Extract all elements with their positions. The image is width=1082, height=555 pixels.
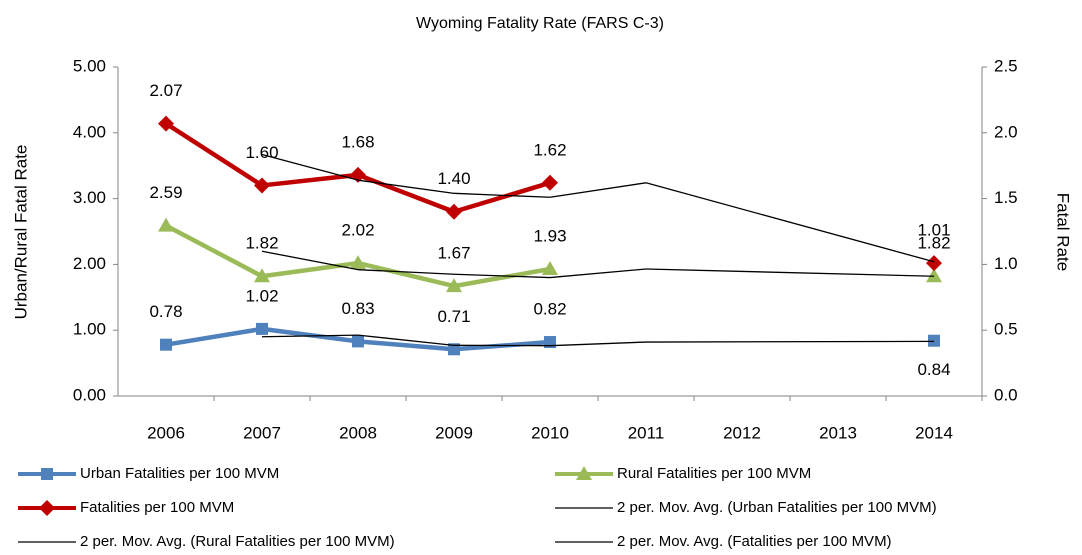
y2-tick-label: 1.5 xyxy=(994,188,1018,207)
marker xyxy=(254,177,270,194)
x-tick-label: 2011 xyxy=(628,423,665,442)
moving-average xyxy=(549,182,647,198)
marker xyxy=(256,322,268,335)
x-tick-label: 2009 xyxy=(435,423,473,442)
x-tick-label: 2012 xyxy=(723,423,761,442)
marker xyxy=(542,261,558,276)
data-label: 1.02 xyxy=(245,286,278,305)
legend-label: 2 per. Mov. Avg. (Rural Fatalities per 1… xyxy=(80,533,395,550)
x-tick-label: 2008 xyxy=(339,423,377,442)
moving-average xyxy=(357,269,455,275)
data-label: 0.71 xyxy=(437,307,470,326)
data-label: 2.02 xyxy=(341,221,374,240)
moving-average xyxy=(261,250,359,271)
marker xyxy=(928,334,940,347)
y2-tick-label: 2.5 xyxy=(994,56,1018,75)
y2-tick-label: 0.5 xyxy=(994,320,1018,339)
y2-tick-label: 0.0 xyxy=(994,385,1018,404)
data-label: 1.62 xyxy=(533,140,566,159)
data-label: 0.78 xyxy=(149,302,182,321)
y-tick-label: 3.00 xyxy=(73,188,106,207)
marker xyxy=(158,217,174,232)
marker xyxy=(542,174,558,191)
marker xyxy=(446,203,462,220)
data-label: 2.07 xyxy=(149,81,182,100)
data-label: 1.82 xyxy=(245,234,278,253)
data-label: 1.01 xyxy=(917,221,950,240)
y-tick-label: 5.00 xyxy=(73,56,106,75)
moving-average xyxy=(645,268,935,277)
y-axis-label: Urban/Rural Fatal Rate xyxy=(11,145,30,320)
marker xyxy=(254,268,270,283)
legend-label: Urban Fatalities per 100 MVM xyxy=(80,465,279,482)
x-tick-label: 2014 xyxy=(915,423,953,442)
moving-average xyxy=(453,192,551,198)
moving-average xyxy=(261,334,359,338)
x-tick-label: 2006 xyxy=(147,423,185,442)
marker xyxy=(39,500,55,516)
marker xyxy=(576,466,592,480)
y2-axis-label: Fatal Rate xyxy=(1054,193,1073,271)
legend-label: Rural Fatalities per 100 MVM xyxy=(617,465,811,482)
marker xyxy=(446,278,462,293)
x-tick-label: 2007 xyxy=(243,423,281,442)
marker xyxy=(160,338,172,351)
data-label: 1.82 xyxy=(917,234,950,253)
marker xyxy=(352,335,364,348)
marker xyxy=(448,343,460,356)
y-tick-label: 0.00 xyxy=(73,385,106,404)
data-label: 1.40 xyxy=(437,169,470,188)
marker xyxy=(158,115,174,132)
legend-label: 2 per. Mov. Avg. (Urban Fatalities per 1… xyxy=(617,499,937,516)
data-label: 0.84 xyxy=(917,360,950,379)
y2-tick-label: 2.0 xyxy=(994,122,1018,141)
x-tick-label: 2010 xyxy=(531,423,569,442)
marker xyxy=(350,255,366,270)
data-label: 1.60 xyxy=(245,143,278,162)
moving-average xyxy=(357,334,455,346)
moving-average xyxy=(645,340,935,343)
moving-average xyxy=(357,179,455,194)
legend-label: 2 per. Mov. Avg. (Fatalities per 100 MVM… xyxy=(617,533,892,550)
y-tick-label: 4.00 xyxy=(73,122,106,141)
moving-average xyxy=(261,153,359,181)
data-label: 2.59 xyxy=(149,183,182,202)
y-tick-label: 1.00 xyxy=(73,320,106,339)
data-label: 1.93 xyxy=(533,226,566,245)
data-label: 0.82 xyxy=(533,300,566,319)
data-label: 1.67 xyxy=(437,244,470,263)
data-label: 1.68 xyxy=(341,132,374,151)
moving-average xyxy=(549,268,647,279)
data-label: 0.83 xyxy=(341,299,374,318)
marker xyxy=(926,255,942,272)
marker xyxy=(926,268,942,283)
moving-average xyxy=(549,341,647,347)
y-tick-label: 2.00 xyxy=(73,254,106,273)
x-tick-label: 2013 xyxy=(819,423,857,442)
moving-average xyxy=(645,182,935,263)
marker xyxy=(41,468,53,480)
legend-label: Fatalities per 100 MVM xyxy=(80,499,234,516)
y2-tick-label: 1.0 xyxy=(994,254,1018,273)
moving-average xyxy=(453,273,551,279)
chart-title: Wyoming Fatality Rate (FARS C-3) xyxy=(416,15,664,32)
